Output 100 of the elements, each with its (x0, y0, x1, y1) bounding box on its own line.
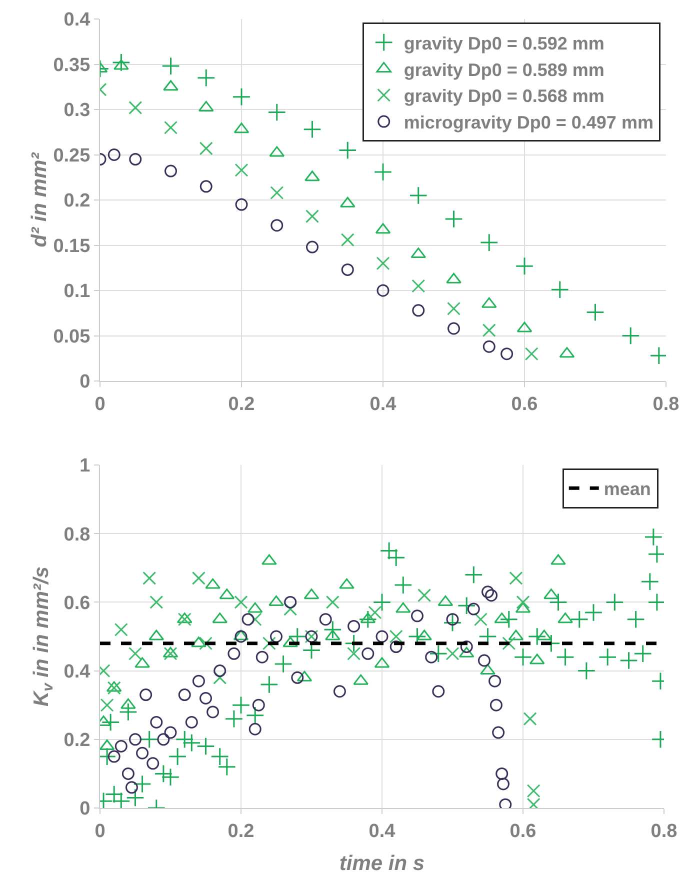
y-tick-label: 0.4 (64, 10, 91, 31)
point (270, 186, 284, 200)
point (214, 664, 226, 678)
point (284, 602, 298, 616)
point (134, 657, 150, 668)
point (304, 170, 320, 182)
point (129, 153, 142, 166)
point (140, 730, 158, 749)
point (492, 726, 505, 739)
point (480, 233, 498, 252)
legend-label: gravity Dp0 = 0.589 mm (404, 60, 604, 80)
point (101, 713, 120, 732)
y-tick-label: 0.35 (53, 54, 91, 76)
point (185, 716, 198, 728)
point (598, 648, 617, 666)
point (570, 610, 589, 628)
y-tick-label: 0.25 (53, 145, 91, 166)
y-tick-label: 0 (80, 372, 90, 393)
point (129, 733, 142, 746)
legend-label: microgravity Dp0 = 0.497 mm (404, 112, 654, 133)
point (262, 636, 276, 650)
x-tick-label: 0.2 (228, 394, 255, 415)
point (136, 746, 149, 760)
point (464, 566, 483, 584)
y-tick-label: 0.15 (53, 236, 91, 257)
point (161, 768, 180, 786)
point (496, 767, 508, 780)
point (524, 347, 538, 361)
point (621, 326, 640, 345)
point (457, 596, 476, 615)
point (550, 280, 570, 299)
point (412, 279, 426, 293)
point (235, 198, 248, 211)
point (584, 603, 603, 622)
point (270, 630, 282, 643)
y-tick-label: 0.1 (64, 281, 91, 302)
x-tick-label: 0.2 (228, 820, 254, 842)
x-tick-label: 0.4 (370, 394, 397, 415)
point (234, 595, 248, 609)
point (168, 747, 187, 766)
point (268, 103, 286, 122)
point (133, 774, 152, 794)
point (306, 210, 319, 224)
point (340, 233, 354, 247)
point (376, 256, 390, 270)
point (418, 588, 432, 602)
point (443, 614, 462, 632)
point (268, 595, 284, 606)
point (341, 263, 354, 276)
point (108, 148, 120, 161)
point (446, 613, 459, 626)
point (284, 596, 297, 608)
point (549, 593, 568, 612)
point (248, 612, 262, 626)
point (164, 646, 178, 660)
point (182, 734, 201, 752)
point (175, 730, 194, 749)
point (474, 612, 488, 626)
point (192, 674, 205, 688)
point (114, 740, 128, 753)
point (446, 272, 462, 284)
y-tick-label: 1 (80, 456, 91, 477)
point (500, 610, 518, 628)
point (326, 595, 340, 609)
y-tick-label: 0.8 (64, 524, 90, 546)
point (232, 88, 251, 106)
y-tick-label: 0.2 (64, 730, 90, 752)
point (488, 674, 502, 688)
point (558, 612, 573, 624)
point (150, 595, 164, 609)
point (644, 528, 663, 546)
x-axis-title: time in s (339, 852, 425, 875)
point (376, 630, 388, 643)
point (200, 180, 212, 193)
point (234, 630, 248, 643)
point (362, 647, 374, 660)
point (140, 688, 152, 702)
point (448, 322, 460, 335)
point (586, 303, 604, 322)
x-tick-label: 0.6 (511, 394, 538, 415)
point (191, 636, 206, 648)
point (303, 120, 322, 139)
point (178, 688, 191, 702)
point (224, 710, 244, 728)
point (485, 589, 498, 602)
point (640, 572, 660, 591)
point (390, 640, 402, 654)
point (482, 586, 494, 598)
point (523, 712, 537, 726)
point (634, 644, 652, 663)
point (528, 627, 546, 646)
point (122, 767, 134, 780)
point (164, 164, 177, 178)
point (389, 630, 403, 644)
point (100, 698, 114, 712)
point (246, 706, 264, 725)
point (252, 698, 265, 712)
point (526, 784, 540, 798)
point (114, 622, 128, 636)
point (482, 340, 496, 353)
